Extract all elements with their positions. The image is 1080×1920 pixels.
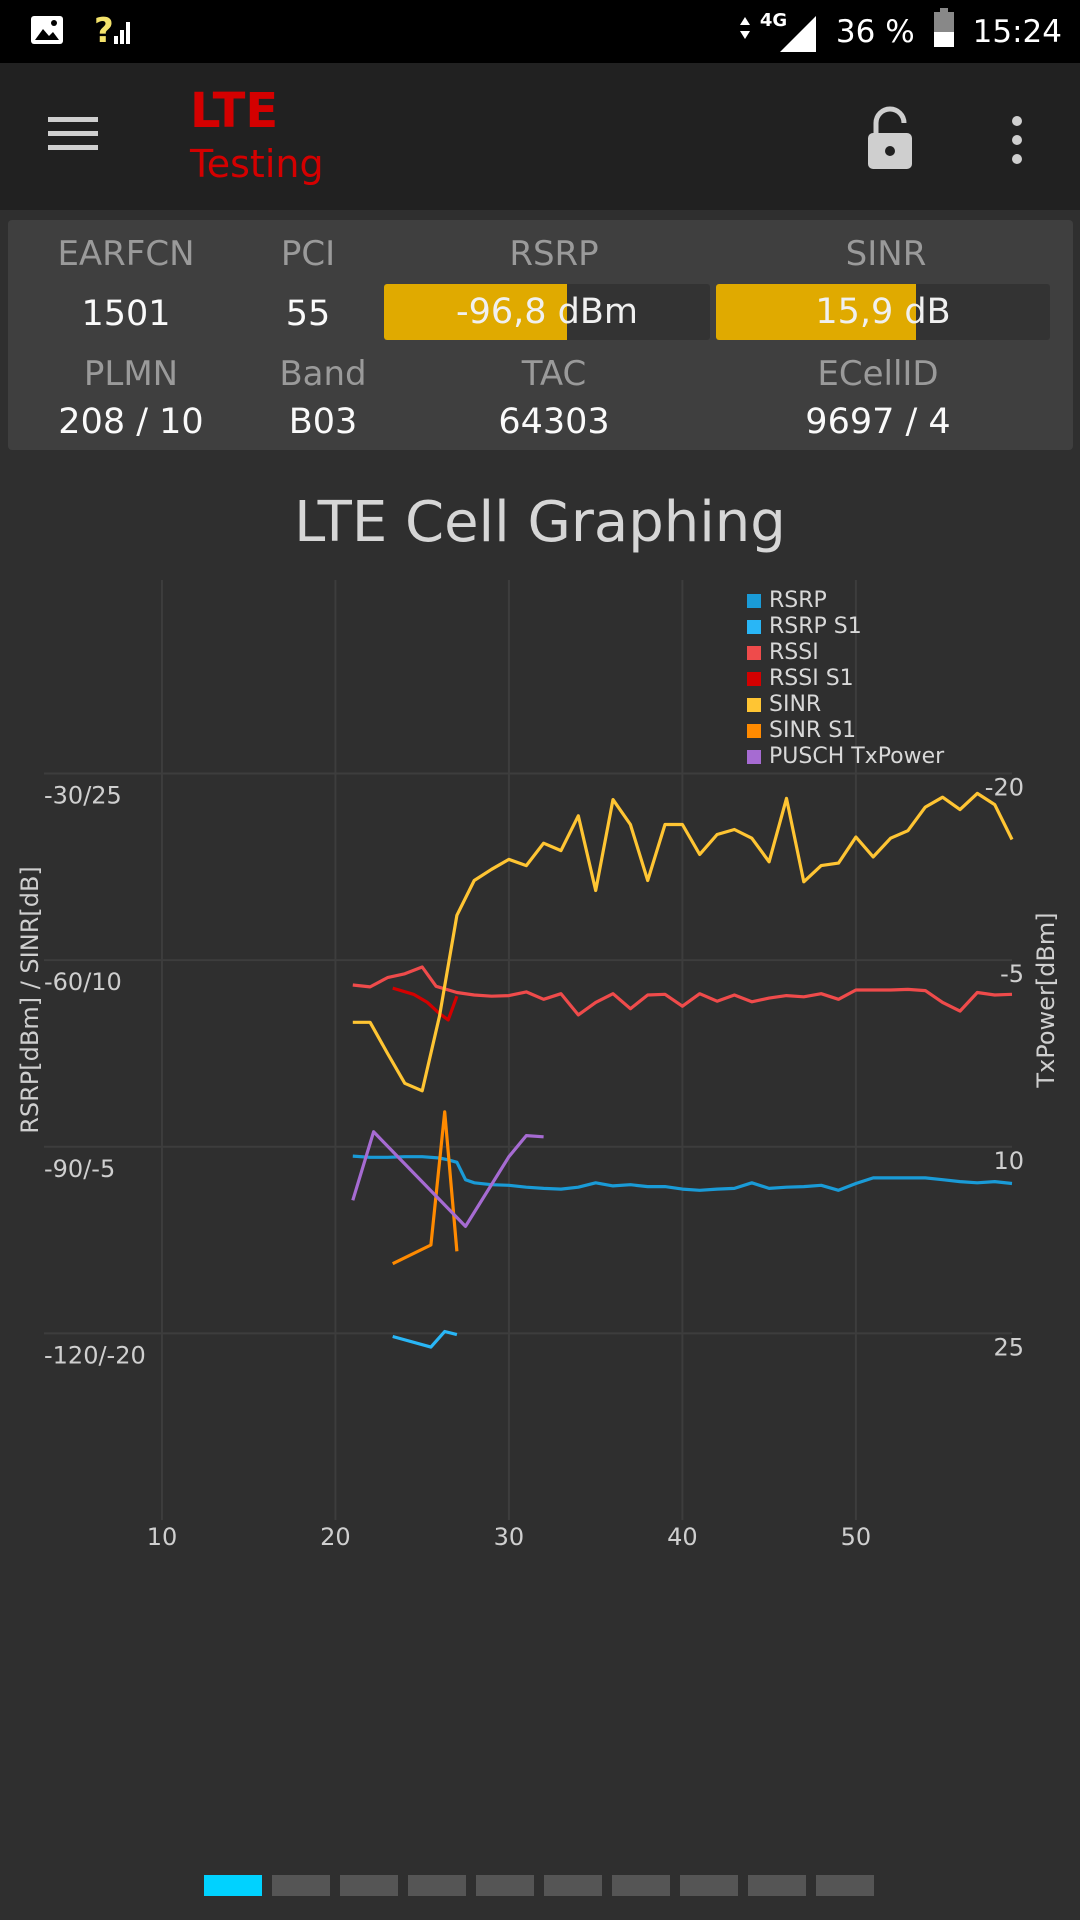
legend-swatch: [747, 724, 761, 738]
x-tick-label: 20: [320, 1523, 351, 1551]
plmn-value: 208 / 10: [58, 402, 204, 442]
cell-info-card: EARFCN PCI RSRP SINR 1501 55 -96,8 dBm 1…: [8, 220, 1073, 450]
y-left-tick-label: -120/-20: [44, 1341, 146, 1369]
series-line-sinr-s1: [391, 1110, 459, 1266]
x-tick-label: 50: [841, 1523, 872, 1551]
sinr-value: 15,9 dB: [815, 292, 951, 332]
y-right-tick-label: -5: [1000, 960, 1024, 988]
earfcn-label: EARFCN: [57, 234, 195, 274]
legend-swatch: [747, 620, 761, 634]
battery-icon: [933, 8, 955, 56]
rsrp-value: -96,8 dBm: [455, 292, 638, 332]
legend-swatch: [747, 698, 761, 712]
page-dot[interactable]: [816, 1875, 874, 1896]
legend-label: SINR: [769, 692, 821, 717]
page-dot[interactable]: [748, 1875, 806, 1896]
page-dot[interactable]: [272, 1875, 330, 1896]
chart-title: LTE Cell Graphing: [294, 490, 786, 555]
rsrp-label: RSRP: [509, 234, 599, 274]
y-left-axis-title: RSRP[dBm] / SINR[dB]: [16, 866, 44, 1134]
legend-label: RSSI: [769, 640, 819, 665]
sinr-label: SINR: [845, 234, 927, 274]
page-indicator: [204, 1875, 874, 1896]
ecellid-value: 9697 / 4: [805, 402, 951, 442]
legend-label: RSRP S1: [769, 614, 862, 639]
network-signal: 4G: [760, 10, 818, 54]
signal-unknown-icon: ?: [94, 11, 134, 52]
legend-label: RSRP: [769, 588, 827, 613]
x-tick-label: 10: [147, 1523, 178, 1551]
y-right-tick-label: -20: [985, 774, 1024, 802]
legend-swatch: [747, 672, 761, 686]
app-title-main: LTE: [190, 83, 279, 139]
page-dot[interactable]: [476, 1875, 534, 1896]
status-bar: ? 4G 36 % 15:24: [0, 0, 1080, 63]
legend-swatch: [747, 750, 761, 764]
page-dot[interactable]: [612, 1875, 670, 1896]
band-value: B03: [288, 402, 358, 442]
series-line-rssi: [352, 965, 1013, 1017]
sinr-bar-fill: [716, 284, 917, 340]
legend-label: RSSI S1: [769, 666, 854, 691]
sinr-bar: 15,9 dB: [716, 284, 1050, 340]
more-options-icon[interactable]: [1000, 111, 1034, 167]
app-bar: LTE Testing: [0, 63, 1080, 210]
series-line-pusch-txpower: [351, 1130, 544, 1229]
x-tick-label: 40: [667, 1523, 698, 1551]
status-right: 4G 36 % 15:24: [738, 8, 1062, 56]
pci-value: 55: [285, 294, 331, 334]
pci-label: PCI: [280, 234, 336, 274]
series-line-rsrp: [352, 1154, 1013, 1192]
svg-text:?: ?: [94, 12, 114, 48]
legend-label: PUSCH TxPower: [769, 744, 945, 769]
cell-chart[interactable]: 10 20 30 40 50 -30/25 -20 -60/10 -5 -90/-5 10 -120/…: [0, 580, 1080, 1590]
legend-label: SINR S1: [769, 718, 856, 743]
menu-icon[interactable]: [36, 109, 110, 161]
rsrp-bar-fill: [384, 284, 567, 340]
battery-percent: 36 %: [835, 14, 915, 50]
x-tick-label: 30: [494, 1523, 525, 1551]
status-left: ?: [30, 11, 134, 52]
plmn-label: PLMN: [83, 354, 179, 394]
tac-value: 64303: [498, 402, 610, 442]
earfcn-value: 1501: [81, 294, 171, 334]
page-dot[interactable]: [544, 1875, 602, 1896]
y-left-tick-label: -60/10: [44, 968, 122, 996]
y-left-tick-label: -90/-5: [44, 1155, 115, 1183]
legend-swatch: [747, 594, 761, 608]
app-title-sub: Testing: [190, 142, 324, 186]
legend-swatch: [747, 646, 761, 660]
page-dot[interactable]: [204, 1875, 262, 1896]
gallery-notification-icon: [30, 13, 64, 51]
lock-icon[interactable]: [862, 103, 918, 173]
signal-strength-icon: [779, 16, 816, 52]
page-dot[interactable]: [340, 1875, 398, 1896]
rsrp-bar: -96,8 dBm: [384, 284, 710, 340]
series-line-rsrp-s1: [392, 1329, 458, 1349]
y-left-tick-label: -30/25: [44, 782, 122, 810]
band-label: Band: [279, 354, 367, 394]
series-line-sinr: [352, 791, 1014, 1093]
network-type: 4G: [759, 10, 788, 31]
y-right-axis-title: TxPower[dBm]: [1032, 912, 1060, 1088]
page-dot[interactable]: [680, 1875, 738, 1896]
series-line-rssi-s1: [392, 986, 459, 1022]
clock: 15:24: [972, 14, 1062, 50]
y-right-tick-label: 10: [993, 1147, 1024, 1175]
y-right-tick-label: 25: [993, 1333, 1024, 1361]
page-dot[interactable]: [408, 1875, 466, 1896]
tac-label: TAC: [521, 354, 587, 394]
app-title: LTE Testing: [190, 83, 324, 189]
ecellid-label: ECellID: [817, 354, 939, 394]
data-arrows-icon: [738, 13, 752, 51]
